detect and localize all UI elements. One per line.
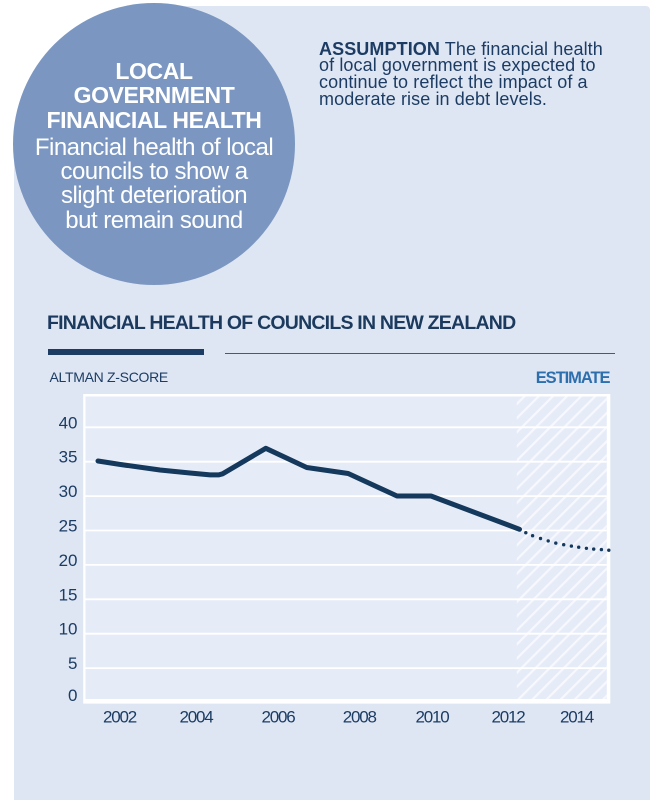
svg-text:20: 20 [59, 551, 78, 570]
svg-text:2012: 2012 [491, 708, 525, 727]
svg-text:2006: 2006 [261, 708, 295, 727]
svg-text:25: 25 [59, 517, 78, 536]
svg-text:30: 30 [59, 482, 78, 501]
svg-text:35: 35 [59, 448, 78, 467]
svg-text:15: 15 [59, 585, 78, 604]
svg-text:40: 40 [59, 413, 78, 432]
svg-text:2014: 2014 [560, 708, 594, 727]
svg-text:2004: 2004 [179, 708, 213, 727]
svg-text:10: 10 [59, 620, 78, 639]
svg-text:2010: 2010 [415, 708, 449, 727]
svg-text:5: 5 [68, 654, 77, 673]
svg-text:2008: 2008 [343, 708, 377, 727]
svg-text:0: 0 [68, 686, 77, 705]
svg-text:2002: 2002 [103, 708, 137, 727]
